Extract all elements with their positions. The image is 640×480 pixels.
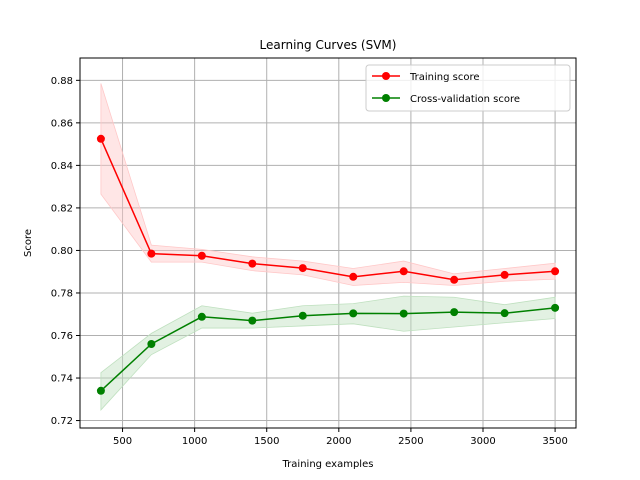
y-tick-label: 0.86 xyxy=(51,118,73,129)
point-cv xyxy=(96,386,105,395)
y-tick-label: 0.78 xyxy=(51,288,73,299)
legend-marker-cv xyxy=(382,94,390,102)
y-tick-label: 0.74 xyxy=(51,374,73,385)
y-tick-label: 0.80 xyxy=(51,246,73,257)
x-tick-label: 3000 xyxy=(470,436,495,447)
legend-marker-training xyxy=(382,72,390,80)
y-tick-label: 0.72 xyxy=(51,416,73,427)
y-axis-ticks: 0.72 0.74 0.76 0.78 0.80 0.82 0.84 0.86 0.88 xyxy=(51,76,80,427)
point-training xyxy=(551,267,560,276)
point-training xyxy=(147,249,156,258)
x-tick-label: 2500 xyxy=(398,436,423,447)
series-markers xyxy=(96,134,560,395)
band-cv xyxy=(100,295,556,411)
legend: Training score Cross-validation score xyxy=(365,64,571,112)
legend-label-cv: Cross-validation score xyxy=(410,94,520,105)
point-cv xyxy=(399,309,408,318)
chart-title: Learning Curves (SVM) xyxy=(260,38,397,52)
plot-area xyxy=(80,58,576,428)
point-training xyxy=(248,259,257,268)
x-tick-label: 1500 xyxy=(254,436,279,447)
x-axis-ticks: 500 1000 1500 2000 2500 3000 3500 xyxy=(113,428,568,447)
point-cv xyxy=(551,303,560,312)
point-training xyxy=(500,270,509,279)
y-tick-label: 0.76 xyxy=(51,331,73,342)
grid-lines xyxy=(80,58,576,428)
y-tick-label: 0.82 xyxy=(51,203,73,214)
y-tick-label: 0.88 xyxy=(51,76,73,87)
band-training xyxy=(100,83,556,286)
point-training xyxy=(96,134,105,143)
point-cv xyxy=(197,312,206,321)
point-cv xyxy=(298,311,307,320)
point-cv xyxy=(248,316,257,325)
plot-frame xyxy=(79,57,577,429)
point-training xyxy=(298,264,307,273)
point-cv xyxy=(500,309,509,318)
std-bands xyxy=(100,83,556,411)
point-training xyxy=(399,267,408,276)
point-cv xyxy=(147,340,156,349)
series-lines xyxy=(100,138,556,392)
line-training xyxy=(100,138,556,281)
x-tick-label: 2000 xyxy=(326,436,351,447)
y-tick-label: 0.84 xyxy=(51,161,73,172)
point-training xyxy=(450,275,459,284)
point-cv xyxy=(450,308,459,317)
y-axis-label: Score xyxy=(23,229,34,257)
x-tick-label: 1000 xyxy=(182,436,207,447)
legend-box xyxy=(365,64,571,112)
line-cv xyxy=(100,307,556,392)
x-tick-label: 3500 xyxy=(542,436,567,447)
x-tick-label: 500 xyxy=(113,436,132,447)
x-axis-label: Training examples xyxy=(282,459,374,470)
point-cv xyxy=(349,309,358,318)
legend-label-training: Training score xyxy=(409,72,480,83)
point-training xyxy=(349,272,358,281)
point-training xyxy=(197,251,206,260)
